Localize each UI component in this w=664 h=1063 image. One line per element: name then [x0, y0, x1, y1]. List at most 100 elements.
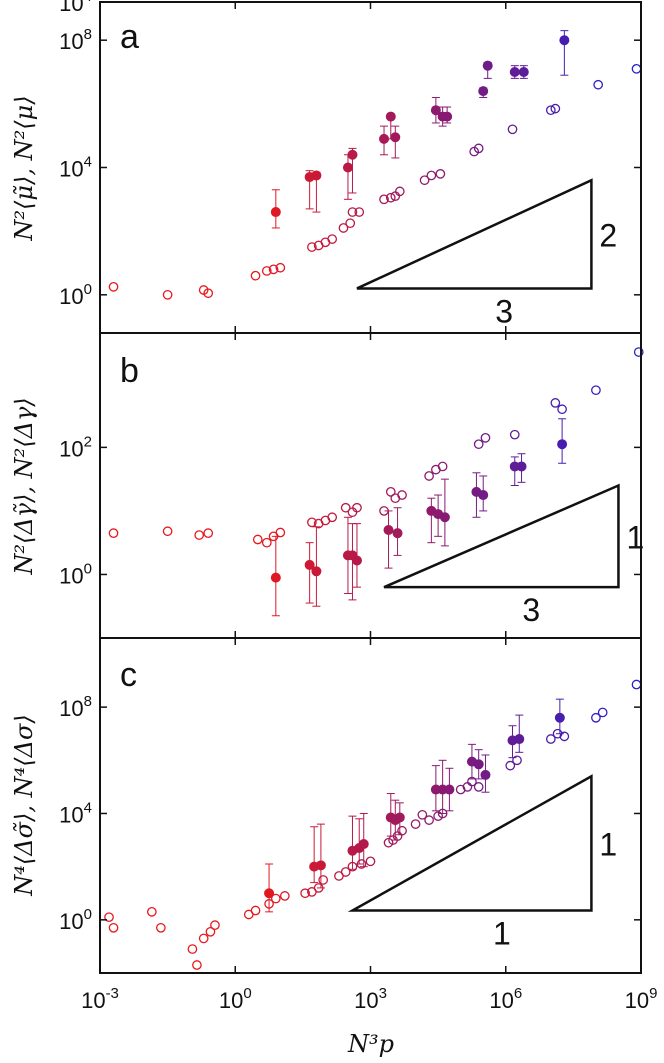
- slope-run-label: 3: [522, 592, 540, 628]
- open-marker: [268, 264, 279, 275]
- open-marker: [473, 439, 484, 450]
- open-marker: [480, 432, 491, 443]
- filled-marker-group: [478, 86, 489, 98]
- filled-marker: [270, 207, 281, 218]
- panel-a-letter: a: [120, 18, 139, 56]
- filled-marker: [394, 812, 405, 823]
- open-marker: [203, 528, 214, 539]
- x-tick-label: 103: [354, 985, 387, 1013]
- open-marker: [108, 528, 119, 539]
- filled-marker-group: [518, 65, 529, 79]
- panel-b-slope-triangle: 31: [383, 483, 644, 628]
- open-marker: [340, 867, 351, 877]
- filled-marker-group: [270, 535, 281, 617]
- panel-b-frame: [99, 332, 642, 639]
- open-marker: [410, 819, 421, 829]
- panel-c-marks: [104, 679, 642, 970]
- y-tick-label: 100: [59, 560, 92, 588]
- x-tick-label: 109: [625, 985, 658, 1013]
- open-marker: [104, 912, 114, 923]
- panel-c-ylabel: N⁴⟨Δσ̃⟩, N⁴⟨Δσ⟩: [10, 714, 38, 896]
- panel-a: a N²⟨μ̃⟩, N²⟨μ⟩ 100104108104 32: [10, 0, 642, 334]
- filled-marker: [264, 888, 275, 899]
- open-marker: [352, 502, 362, 513]
- y-tick-label: 104: [59, 154, 92, 182]
- filled-marker-group: [347, 147, 358, 194]
- filled-marker-group: [315, 823, 326, 889]
- filled-marker-group: [342, 154, 353, 200]
- panel-b-ylabel: N²⟨Δγ̃⟩, N²⟨Δγ⟩: [10, 397, 38, 575]
- filled-marker-group: [554, 698, 565, 735]
- x-tick-label: 106: [489, 985, 522, 1013]
- open-marker: [192, 960, 202, 970]
- y-tick-label: 102: [59, 433, 92, 461]
- open-marker: [327, 234, 338, 244]
- open-marker: [205, 926, 216, 937]
- open-marker: [424, 815, 434, 825]
- slope-run-label: 3: [495, 293, 513, 329]
- filled-marker-group: [311, 526, 322, 607]
- open-marker: [307, 242, 317, 252]
- filled-marker: [509, 67, 520, 78]
- filled-marker-group: [347, 815, 358, 870]
- open-marker: [424, 471, 434, 481]
- open-marker: [426, 170, 437, 181]
- filled-marker-group: [430, 96, 441, 124]
- open-marker: [633, 347, 644, 357]
- open-marker: [156, 922, 166, 933]
- slope-triangle: [347, 774, 593, 912]
- y-tick-label: 108: [59, 693, 92, 721]
- open-marker: [435, 169, 446, 179]
- open-marker: [162, 289, 173, 300]
- open-marker: [473, 782, 484, 792]
- slope-rise-label: 1: [599, 826, 617, 862]
- filled-marker: [482, 60, 493, 71]
- filled-marker-group: [392, 507, 403, 556]
- filled-marker-group: [557, 418, 568, 464]
- open-marker: [340, 502, 351, 513]
- filled-marker: [351, 555, 362, 566]
- open-marker: [437, 461, 448, 472]
- open-marker: [318, 875, 329, 885]
- open-marker: [275, 262, 286, 273]
- open-marker: [354, 207, 365, 217]
- open-marker: [397, 490, 407, 500]
- slope-run-label: 1: [493, 916, 511, 952]
- slope-triangle: [383, 483, 620, 589]
- open-marker: [345, 218, 356, 229]
- filled-marker: [311, 566, 322, 577]
- open-marker: [631, 63, 642, 74]
- panel-c-ticks: 100 104 108: [59, 638, 642, 973]
- slope-triangle: [356, 178, 593, 290]
- filled-marker-group: [383, 510, 394, 569]
- filled-marker: [304, 559, 315, 570]
- open-marker: [509, 429, 520, 440]
- open-marker: [597, 707, 608, 718]
- x-tick-label: 10-3: [81, 985, 119, 1013]
- open-marker: [550, 103, 561, 114]
- open-marker: [261, 266, 272, 276]
- filled-marker: [478, 490, 489, 501]
- filled-marker: [383, 524, 394, 535]
- open-marker: [593, 79, 604, 90]
- panel-a-ticks: 100 104 108 104: [59, 0, 642, 333]
- open-marker: [379, 194, 389, 205]
- open-marker: [307, 517, 317, 528]
- filled-marker: [518, 67, 529, 78]
- filled-marker-group: [358, 812, 369, 868]
- y-tick-label: 104: [59, 0, 92, 16]
- open-marker: [194, 530, 205, 540]
- open-marker: [275, 527, 286, 538]
- filled-marker-group: [394, 802, 405, 836]
- y-tick-label: 108: [59, 26, 92, 54]
- slope-rise-label: 1: [626, 519, 644, 555]
- x-tick-label: 100: [219, 985, 252, 1013]
- open-marker: [250, 270, 261, 281]
- open-marker: [210, 920, 220, 930]
- filled-marker: [315, 860, 326, 871]
- filled-marker: [514, 734, 525, 745]
- filled-marker-group: [516, 453, 527, 483]
- filled-marker: [444, 784, 455, 795]
- filled-marker-group: [514, 714, 525, 753]
